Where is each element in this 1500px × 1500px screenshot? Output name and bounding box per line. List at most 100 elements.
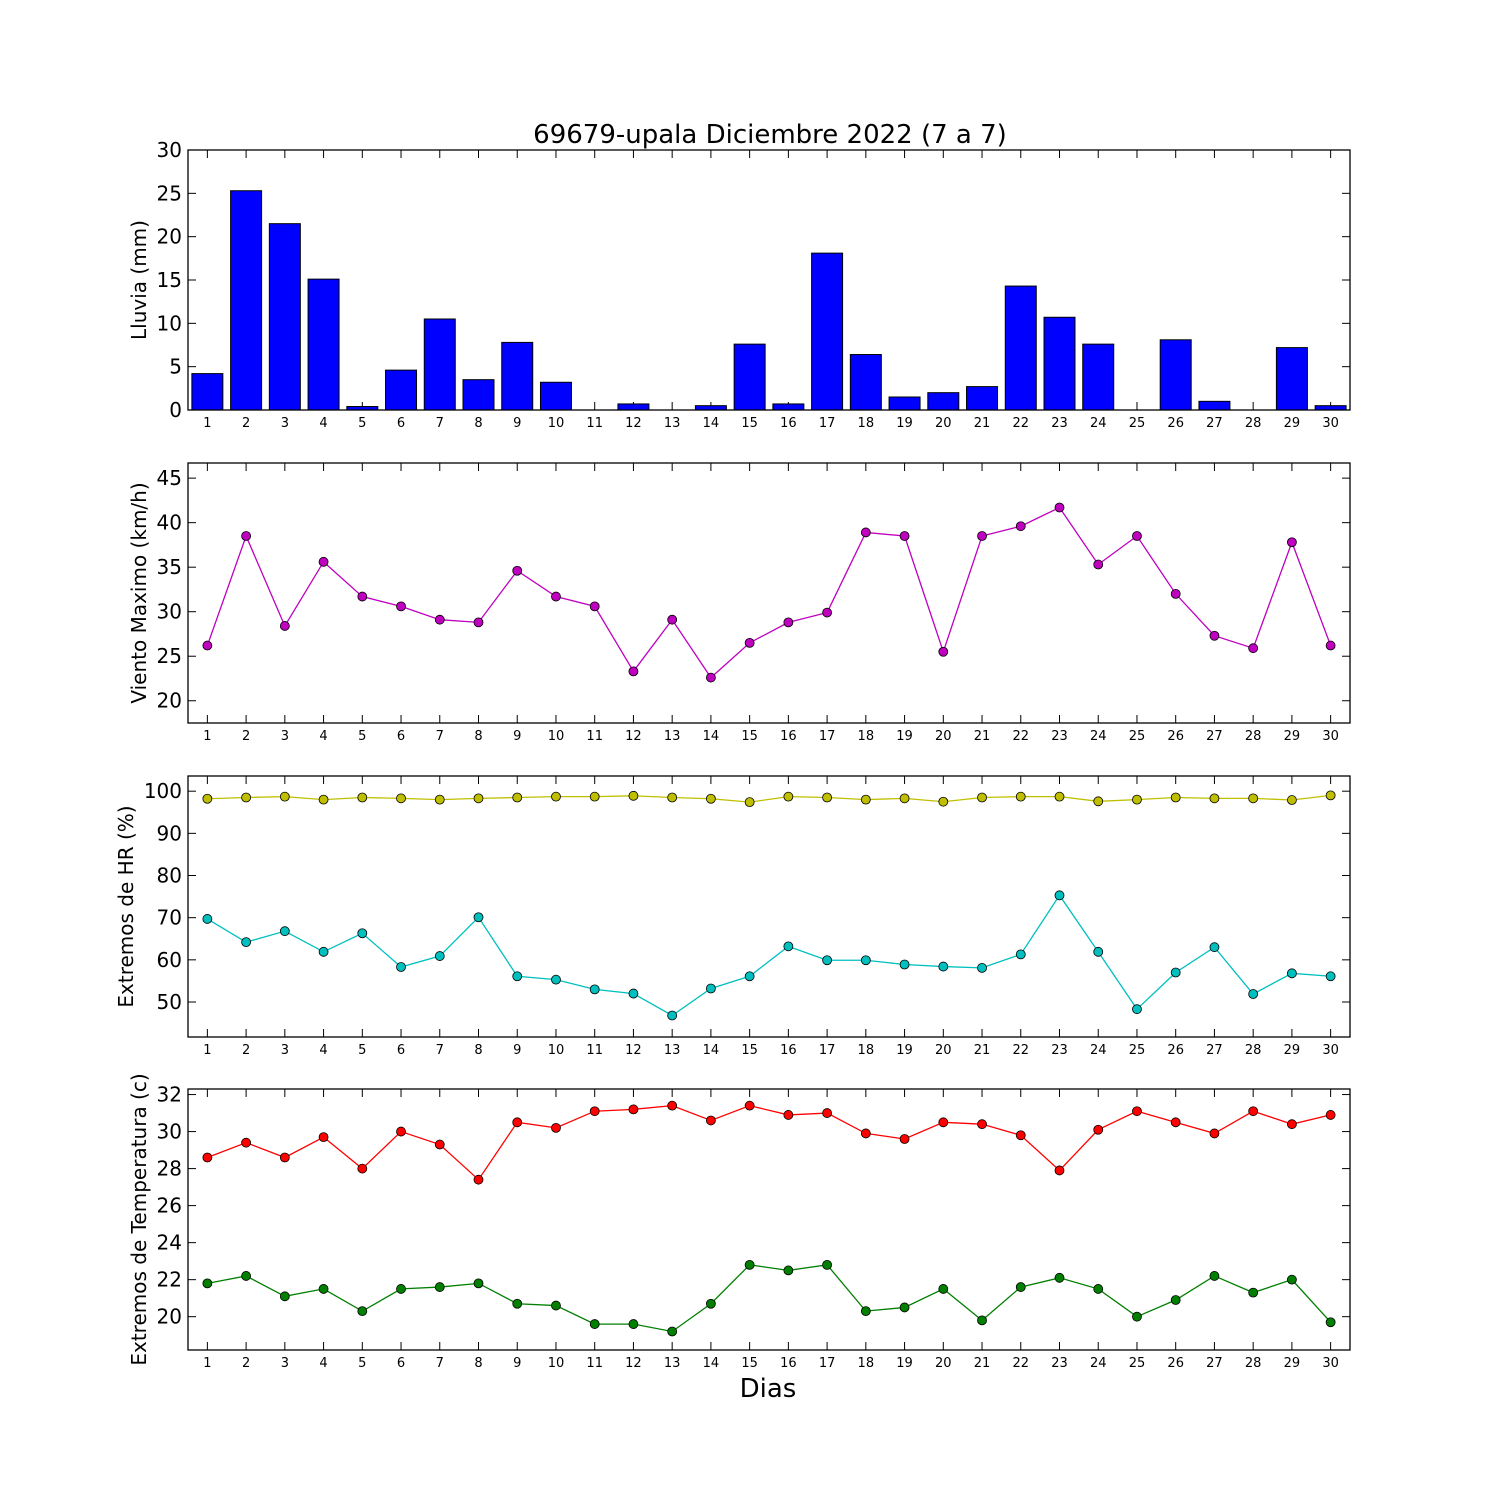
y-tick-label: 20 bbox=[157, 689, 182, 713]
series-1-point-day-10 bbox=[551, 791, 561, 802]
series-1-point-day-8 bbox=[473, 1174, 484, 1185]
x-tick-label: 24 bbox=[1090, 729, 1107, 744]
series-1-point-day-4 bbox=[318, 556, 329, 567]
y-tick-label: 26 bbox=[157, 1194, 182, 1218]
x-tick-label: 1 bbox=[203, 729, 211, 744]
series-1-point-day-19 bbox=[899, 1134, 910, 1144]
series-line-2 bbox=[207, 894, 1331, 1017]
x-tick-label: 10 bbox=[548, 1043, 565, 1058]
x-tick-label: 28 bbox=[1245, 1043, 1262, 1058]
x-tick-label: 29 bbox=[1284, 1356, 1301, 1371]
series-2-point-day-6 bbox=[396, 962, 406, 972]
series-1-point-day-7 bbox=[434, 794, 445, 805]
series-1-point-day-11 bbox=[589, 1106, 600, 1117]
series-2-point-day-27 bbox=[1209, 942, 1220, 953]
series-2-point-day-10 bbox=[551, 974, 561, 985]
bar-day-22 bbox=[1004, 285, 1037, 411]
x-tick-label: 14 bbox=[703, 1043, 720, 1058]
series-1-point-day-23 bbox=[1054, 1165, 1065, 1176]
x-tick-label: 30 bbox=[1322, 416, 1339, 431]
series-1-point-day-24 bbox=[1093, 559, 1104, 570]
y-tick-label: 30 bbox=[157, 600, 182, 624]
series-1-point-day-28 bbox=[1248, 1106, 1259, 1117]
x-tick-label: 1 bbox=[203, 416, 211, 431]
x-tick-label: 4 bbox=[319, 1356, 327, 1371]
y-tick-label: 0 bbox=[169, 398, 182, 422]
bar-day-20 bbox=[927, 392, 960, 411]
y-tick-label: 22 bbox=[157, 1268, 182, 1292]
x-tick-label: 21 bbox=[974, 1356, 991, 1371]
series-2-point-day-16 bbox=[783, 1265, 794, 1276]
y-tick-label: 45 bbox=[157, 466, 182, 490]
series-1-point-day-3 bbox=[279, 791, 290, 802]
x-tick-label: 25 bbox=[1129, 416, 1146, 431]
series-1-point-day-19 bbox=[899, 531, 910, 541]
x-tick-label: 27 bbox=[1206, 1043, 1223, 1058]
series-1-point-day-28 bbox=[1248, 643, 1259, 654]
bar-day-26 bbox=[1159, 339, 1192, 411]
series-2-point-day-12 bbox=[628, 1319, 639, 1329]
series-2-point-day-29 bbox=[1287, 1274, 1297, 1285]
series-1-point-day-17 bbox=[822, 1108, 832, 1118]
series-2-point-day-24 bbox=[1093, 1284, 1104, 1294]
series-1-point-day-20 bbox=[938, 646, 949, 657]
series-1-point-day-21 bbox=[977, 792, 987, 803]
series-1-point-day-15 bbox=[744, 637, 755, 648]
x-tick-label: 6 bbox=[397, 1356, 405, 1371]
bar-day-9 bbox=[501, 341, 534, 411]
series-2-point-day-10 bbox=[551, 1300, 561, 1311]
x-tick-label: 2 bbox=[242, 1356, 250, 1371]
series-2-point-day-26 bbox=[1170, 1295, 1181, 1305]
series-1-point-day-5 bbox=[357, 792, 368, 803]
x-tick-label: 22 bbox=[1012, 729, 1029, 744]
series-1-point-day-29 bbox=[1287, 537, 1297, 548]
y-tick-label: 50 bbox=[157, 990, 182, 1014]
series-1-point-day-25 bbox=[1132, 794, 1142, 805]
series-2-point-day-21 bbox=[977, 962, 987, 973]
series-1-point-day-2 bbox=[241, 792, 252, 803]
series-2-point-day-29 bbox=[1287, 968, 1297, 979]
x-tick-label: 30 bbox=[1322, 729, 1339, 744]
x-tick-label: 23 bbox=[1051, 1356, 1068, 1371]
series-1-point-day-13 bbox=[667, 1100, 678, 1111]
x-tick-label: 17 bbox=[819, 1043, 836, 1058]
y-axis-label: Viento Maximo (km/h) bbox=[127, 482, 151, 703]
series-1-point-day-19 bbox=[899, 793, 910, 804]
series-1-point-day-26 bbox=[1170, 792, 1181, 803]
x-tick-label: 3 bbox=[281, 1356, 289, 1371]
x-tick-label: 14 bbox=[703, 416, 720, 431]
series-1-point-day-1 bbox=[202, 793, 213, 804]
series-2-point-day-20 bbox=[938, 961, 949, 972]
series-1-point-day-28 bbox=[1248, 793, 1259, 804]
y-tick-label: 25 bbox=[157, 644, 182, 668]
series-2-point-day-17 bbox=[822, 1259, 832, 1270]
x-tick-label: 24 bbox=[1090, 416, 1107, 431]
x-tick-label: 24 bbox=[1090, 1356, 1107, 1371]
y-tick-label: 20 bbox=[157, 1305, 182, 1329]
series-2-point-day-18 bbox=[860, 955, 871, 966]
y-axis-label: Extremos de HR (%) bbox=[114, 805, 138, 1007]
series-1-point-day-8 bbox=[473, 617, 484, 628]
x-tick-label: 2 bbox=[242, 416, 250, 431]
x-tick-label: 4 bbox=[319, 416, 327, 431]
x-tick-label: 6 bbox=[397, 416, 405, 431]
x-tick-label: 22 bbox=[1012, 1043, 1029, 1058]
x-tick-label: 29 bbox=[1284, 729, 1301, 744]
x-tick-label: 3 bbox=[281, 416, 289, 431]
bar-day-1 bbox=[191, 373, 224, 411]
x-tick-label: 22 bbox=[1012, 416, 1029, 431]
x-tick-label: 12 bbox=[625, 1356, 642, 1371]
series-1-point-day-21 bbox=[977, 1119, 987, 1130]
series-1-point-day-23 bbox=[1054, 502, 1065, 513]
series-1-point-day-29 bbox=[1287, 1119, 1297, 1130]
series-1-point-day-22 bbox=[1015, 521, 1026, 532]
series-1-point-day-22 bbox=[1015, 1130, 1026, 1141]
series-1-point-day-23 bbox=[1054, 791, 1065, 802]
series-1-point-day-18 bbox=[860, 527, 871, 538]
y-tick-label: 5 bbox=[169, 355, 182, 379]
series-1-point-day-9 bbox=[512, 792, 523, 803]
x-tick-label: 13 bbox=[664, 729, 681, 744]
x-tick-label: 23 bbox=[1051, 1043, 1068, 1058]
series-1-point-day-14 bbox=[706, 1115, 716, 1126]
